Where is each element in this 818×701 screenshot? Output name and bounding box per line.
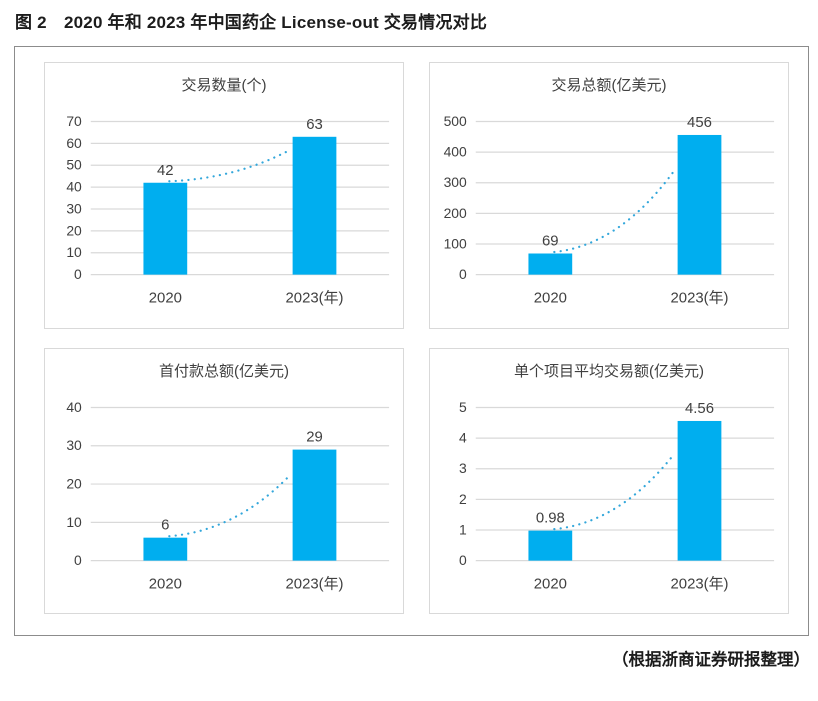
value-label: 69: [542, 234, 559, 250]
figure-title: 图 2 2020 年和 2023 年中国药企 License-out 交易情况对…: [15, 13, 488, 32]
value-label: 29: [306, 429, 323, 445]
y-tick-label: 200: [444, 205, 467, 221]
x-category-label: 2023(年): [670, 289, 728, 306]
y-tick-label: 40: [66, 398, 82, 414]
y-tick-label: 1: [459, 521, 467, 537]
chart-panel-upfront-payment-total: 首付款总额(亿美元) 0 10 20 30 40 6 29 2020 2023(年): [44, 347, 404, 614]
value-label: 63: [306, 117, 323, 133]
y-tick-label: 2: [459, 490, 467, 506]
bar-2020: [528, 253, 573, 275]
chart-title: 交易总额(亿美元): [551, 77, 667, 94]
x-category-label: 2020: [149, 576, 182, 592]
x-category-label: 2023(年): [285, 289, 343, 306]
value-label: 4.56: [685, 401, 714, 417]
y-tick-label: 40: [66, 179, 82, 195]
y-tick-label: 30: [66, 437, 82, 453]
y-tick-label: 10: [66, 244, 82, 260]
y-tick-label: 300: [444, 174, 467, 190]
value-label: 42: [157, 163, 174, 179]
chart-panel-average-deal-size: 单个项目平均交易额(亿美元) 0 1 2 3 4 5 0.98 4.56 2020 2023(年): [429, 347, 789, 614]
value-label: 456: [687, 115, 712, 131]
y-tick-label: 100: [444, 235, 467, 251]
y-tick-label: 0: [74, 552, 82, 568]
chart-panel-transaction-total-value: 交易总额(亿美元) 0 100 200 300 400 500 69 456 2020 2023(…: [429, 62, 789, 329]
y-tick-label: 50: [66, 157, 82, 173]
bar-chart-transaction-total-value: 0 100 200 300 400 500 69 456 2020 2023(年): [444, 113, 775, 306]
bar-2020: [143, 182, 188, 275]
value-label: 0.98: [536, 510, 565, 526]
bar-2020: [528, 530, 573, 561]
y-tick-label: 60: [66, 135, 82, 151]
y-tick-label: 70: [66, 113, 82, 129]
chart-title: 单个项目平均交易额(亿美元): [514, 362, 704, 380]
chart-title: 首付款总额(亿美元): [159, 362, 289, 380]
y-tick-label: 0: [74, 266, 82, 282]
bar-2023(年): [677, 134, 722, 275]
bar-chart-transaction-count: 0 10 20 30 40 50 60 70 42 63 2020 2023(年): [66, 113, 390, 306]
y-tick-label: 5: [459, 398, 467, 414]
y-tick-label: 0: [459, 266, 467, 282]
y-tick-label: 4: [459, 429, 467, 445]
x-category-label: 2020: [534, 576, 567, 592]
chart-panel-transaction-count: 交易数量(个) 0 10 20 30 40 50 60 70 42 63 2020 2023(年): [44, 62, 404, 329]
charts-board: 交易数量(个) 0 10 20 30 40 50 60 70 42 63 2020 2023(年) 交…: [14, 46, 809, 636]
y-tick-label: 20: [66, 222, 82, 238]
bar-2023(年): [292, 449, 337, 561]
y-tick-label: 30: [66, 200, 82, 216]
bar-2023(年): [677, 420, 722, 561]
value-label: 6: [161, 517, 169, 533]
bar-chart-average-deal-size: 0 1 2 3 4 5 0.98 4.56 2020 2023(年): [459, 398, 775, 592]
trend-dotted-line: [553, 451, 676, 530]
y-tick-label: 3: [459, 460, 467, 476]
y-tick-label: 400: [444, 144, 467, 160]
chart-title: 交易数量(个): [181, 77, 267, 94]
source-note: （根据浙商证券研报整理）: [612, 651, 810, 669]
x-category-label: 2020: [534, 290, 567, 306]
x-category-label: 2023(年): [670, 575, 728, 592]
y-tick-label: 10: [66, 513, 82, 529]
trend-dotted-line: [168, 473, 291, 537]
y-tick-label: 20: [66, 475, 82, 491]
bar-2020: [143, 537, 188, 561]
y-tick-label: 500: [444, 113, 467, 129]
x-category-label: 2020: [149, 290, 182, 306]
x-category-label: 2023(年): [285, 575, 343, 592]
bar-2023(年): [292, 136, 337, 275]
figure-page: 图 2 2020 年和 2023 年中国药企 License-out 交易情况对…: [0, 12, 818, 701]
trend-dotted-line: [168, 149, 291, 183]
y-tick-label: 0: [459, 552, 467, 568]
bar-chart-upfront-payment-total: 0 10 20 30 40 6 29 2020 2023(年): [66, 398, 390, 592]
